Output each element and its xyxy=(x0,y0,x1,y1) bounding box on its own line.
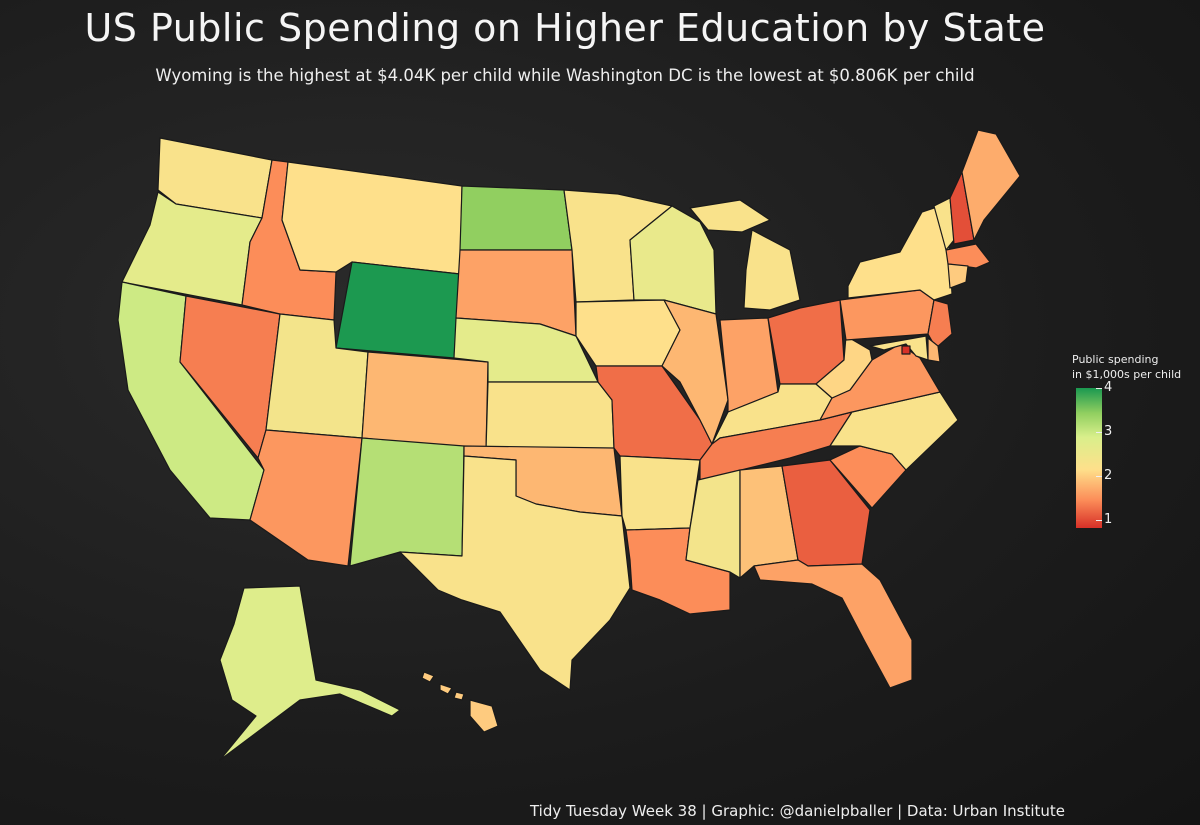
state-new-mexico xyxy=(349,437,465,567)
state-arkansas xyxy=(619,455,701,531)
state-michigan xyxy=(743,229,801,311)
state-massachusetts xyxy=(945,243,991,269)
state-maryland xyxy=(869,335,929,361)
state-illinois xyxy=(661,299,729,445)
state-hawaii xyxy=(469,699,499,733)
state-west-virginia xyxy=(815,335,873,399)
state-alaska xyxy=(219,585,401,761)
state-arizona xyxy=(249,429,363,567)
state-florida xyxy=(753,559,913,689)
state-texas xyxy=(399,455,631,691)
caption: Tidy Tuesday Week 38 | Graphic: @danielp… xyxy=(529,802,1065,820)
state-washington-dc xyxy=(901,345,911,355)
state-michigan-up xyxy=(689,199,771,233)
state-connecticut xyxy=(947,263,969,289)
legend-gradient xyxy=(1076,388,1102,528)
state-montana xyxy=(281,161,463,275)
map-title: US Public Spending on Higher Education b… xyxy=(84,6,1046,50)
state-north-dakota xyxy=(459,185,573,251)
legend-title-line1: Public spending xyxy=(1072,353,1159,366)
state-hawaii-islands xyxy=(421,671,465,701)
state-iowa xyxy=(575,299,681,367)
state-new-york xyxy=(847,203,953,301)
legend-title-line2: in $1,000s per child xyxy=(1072,368,1182,381)
state-wyoming xyxy=(335,261,461,359)
state-kansas xyxy=(485,381,615,451)
legend-tick: 3 xyxy=(1095,424,1113,439)
state-delaware xyxy=(927,337,941,363)
state-maine xyxy=(961,129,1021,241)
state-north-carolina xyxy=(829,391,959,471)
state-wisconsin xyxy=(629,205,717,315)
state-colorado xyxy=(361,351,489,451)
state-new-jersey xyxy=(927,299,953,349)
legend-tick: 4 xyxy=(1095,380,1113,395)
legend-tick: 2 xyxy=(1095,468,1113,483)
map-subtitle: Wyoming is the highest at $4.04K per chi… xyxy=(155,66,975,85)
legend-tick: 1 xyxy=(1095,512,1113,527)
legend-colorbar: 4 3 2 1 xyxy=(1072,380,1192,528)
legend: Public spending in $1,000s per child 4 3… xyxy=(1072,352,1192,528)
